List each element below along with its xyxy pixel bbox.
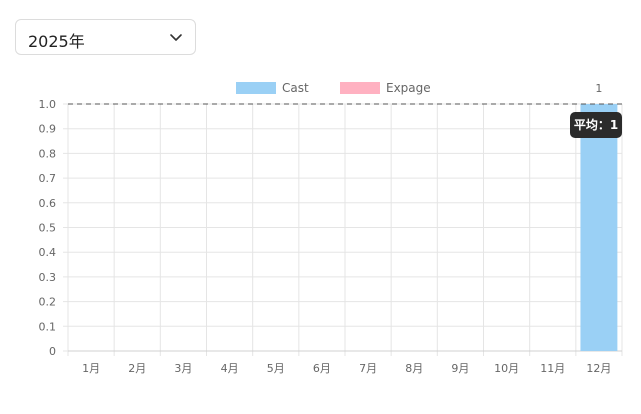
x-tick-label: 3月	[174, 362, 192, 375]
y-tick-label: 0.2	[39, 296, 57, 309]
x-tick-label: 8月	[405, 362, 423, 375]
y-tick-label: 0.5	[39, 222, 57, 235]
average-badge	[570, 112, 622, 138]
y-tick-label: 1.0	[39, 98, 57, 111]
x-tick-label: 12月	[586, 362, 611, 375]
x-tick-label: 10月	[494, 362, 519, 375]
legend-label-expage: Expage	[386, 81, 431, 95]
legend-label-cast: Cast	[282, 81, 309, 95]
x-tick-label: 2月	[128, 362, 146, 375]
x-tick-label: 6月	[313, 362, 331, 375]
x-tick-label: 4月	[221, 362, 239, 375]
x-tick-label: 9月	[451, 362, 469, 375]
y-tick-label: 0	[49, 345, 56, 358]
y-tick-label: 0.8	[39, 147, 57, 160]
y-tick-label: 0.3	[39, 271, 57, 284]
x-tick-label: 11月	[540, 362, 565, 375]
x-tick-label: 5月	[267, 362, 285, 375]
legend-swatch-expage	[340, 82, 380, 94]
year-select[interactable]: 2025年	[15, 19, 196, 55]
year-select-value: 2025年	[28, 32, 85, 51]
y-tick-label: 0.9	[39, 123, 57, 136]
y-tick-label: 0.6	[39, 197, 57, 210]
y-tick-label: 0.1	[39, 320, 57, 333]
chevron-down-icon	[170, 34, 182, 41]
x-tick-label: 7月	[359, 362, 377, 375]
data-label: 1	[595, 82, 602, 95]
y-tick-label: 0.7	[39, 172, 57, 185]
average-label: 平均：1	[574, 117, 618, 132]
bar-cast	[580, 104, 618, 351]
x-tick-label: 1月	[82, 362, 100, 375]
y-tick-label: 0.4	[39, 246, 57, 259]
legend-swatch-cast	[236, 82, 276, 94]
